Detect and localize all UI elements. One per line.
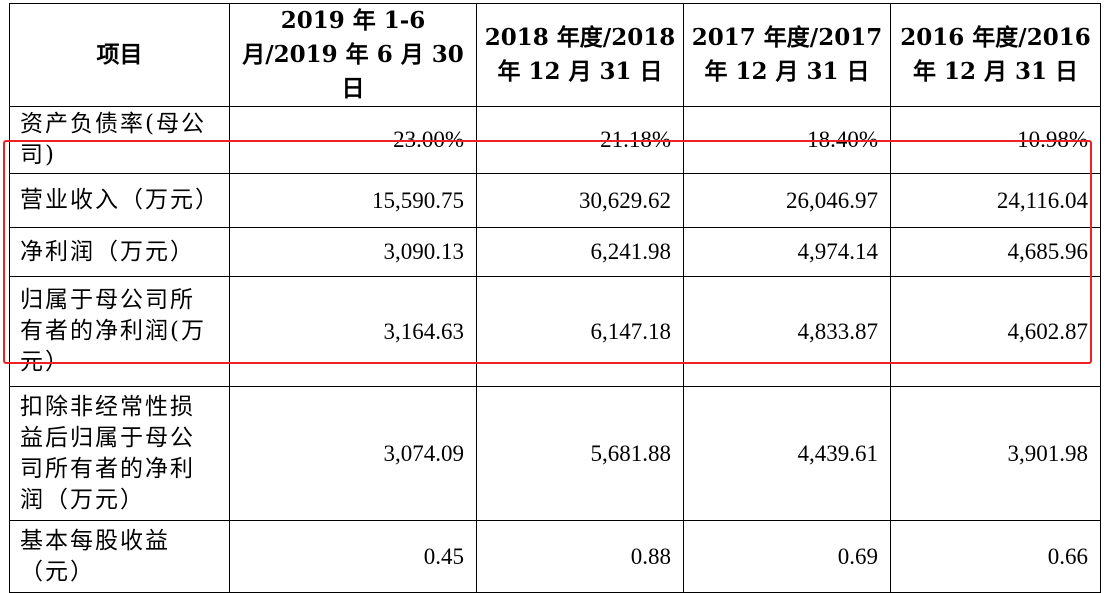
cell-value: 4,974.14 (683, 227, 891, 277)
header-item: 项目 (9, 3, 230, 107)
cell-value: 0.45 (229, 520, 477, 593)
row-label: 归属于母公司所有者的净利润(万元） (9, 276, 230, 387)
cell-value: 5,681.88 (476, 386, 684, 521)
cell-value: 6,147.18 (476, 276, 684, 387)
row-label: 扣除非经常性损益后归属于母公司所有者的净利润（万元） (9, 386, 230, 521)
cell-value: 23.00% (229, 106, 477, 174)
cell-value: 15,590.75 (229, 173, 477, 228)
header-period-2017: 2017 年度/2017 年 12 月 31 日 (683, 3, 891, 107)
table-row-debt-ratio: 资产负债率(母公司) 23.00% 21.18% 18.40% 10.98% (9, 106, 1101, 174)
table-row-parent-net-profit: 归属于母公司所有者的净利润(万元） 3,164.63 6,147.18 4,83… (9, 276, 1101, 387)
table-row-revenue: 营业收入（万元） 15,590.75 30,629.62 26,046.97 2… (9, 173, 1101, 228)
cell-value: 3,164.63 (229, 276, 477, 387)
cell-value: 4,833.87 (683, 276, 891, 387)
cell-value: 4,439.61 (683, 386, 891, 521)
table-row-eps: 基本每股收益（元） 0.45 0.88 0.69 0.66 (9, 520, 1101, 593)
cell-value: 3,901.98 (890, 386, 1101, 521)
cell-value: 4,602.87 (890, 276, 1101, 387)
cell-value: 3,074.09 (229, 386, 477, 521)
cell-value: 0.66 (890, 520, 1101, 593)
cell-value: 18.40% (683, 106, 891, 174)
cell-value: 26,046.97 (683, 173, 891, 228)
cell-value: 10.98% (890, 106, 1101, 174)
cell-value: 21.18% (476, 106, 684, 174)
cell-value: 0.69 (683, 520, 891, 593)
header-period-2016: 2016 年度/2016 年 12 月 31 日 (890, 3, 1101, 107)
cell-value: 4,685.96 (890, 227, 1101, 277)
table-row-net-profit: 净利润（万元） 3,090.13 6,241.98 4,974.14 4,685… (9, 227, 1101, 277)
table-row-adjusted-net-profit: 扣除非经常性损益后归属于母公司所有者的净利润（万元） 3,074.09 5,68… (9, 386, 1101, 521)
header-period-2018: 2018 年度/2018 年 12 月 31 日 (476, 3, 684, 107)
row-label: 资产负债率(母公司) (9, 106, 230, 174)
row-label: 基本每股收益（元） (9, 520, 230, 593)
row-label: 净利润（万元） (9, 227, 230, 277)
cell-value: 0.88 (476, 520, 684, 593)
header-row: 项目 2019 年 1-6 月/2019 年 6 月 30 日 2018 年度/… (9, 3, 1101, 107)
cell-value: 6,241.98 (476, 227, 684, 277)
cell-value: 3,090.13 (229, 227, 477, 277)
header-period-2019h1: 2019 年 1-6 月/2019 年 6 月 30 日 (229, 3, 477, 107)
financial-data-table: 项目 2019 年 1-6 月/2019 年 6 月 30 日 2018 年度/… (9, 3, 1101, 593)
cell-value: 24,116.04 (890, 173, 1101, 228)
row-label: 营业收入（万元） (9, 173, 230, 228)
cell-value: 30,629.62 (476, 173, 684, 228)
